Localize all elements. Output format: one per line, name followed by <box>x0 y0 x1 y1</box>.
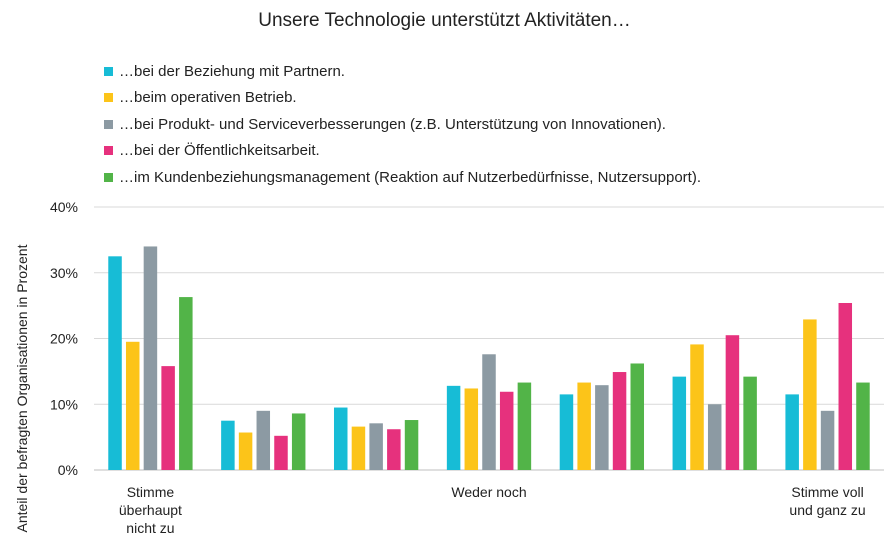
bar <box>351 426 366 470</box>
bar <box>690 344 704 470</box>
legend-item: …beim operativen Betrieb. <box>104 85 701 112</box>
bar <box>785 394 799 470</box>
y-tick-label: 40% <box>50 199 78 215</box>
bar <box>707 404 722 470</box>
bar <box>820 410 835 470</box>
bar <box>161 366 175 470</box>
legend-item: …im Kundenbeziehungsmanagement (Reaktion… <box>104 164 701 191</box>
bar <box>369 423 383 470</box>
legend-item: …bei der Beziehung mit Partnern. <box>104 58 701 85</box>
bar <box>274 435 288 470</box>
bar <box>612 372 627 470</box>
x-tick-label: Weder noch <box>451 484 526 500</box>
bar <box>108 256 122 470</box>
legend-label: …bei der Beziehung mit Partnern. <box>119 62 345 80</box>
y-tick-label: 20% <box>50 331 78 347</box>
y-axis-label: Anteil der befragten Organisationen in P… <box>14 244 30 532</box>
legend-swatch <box>104 93 113 103</box>
bar <box>482 354 496 470</box>
bar <box>499 391 514 470</box>
bar <box>559 394 574 470</box>
bar <box>464 388 479 470</box>
bar <box>179 297 193 470</box>
bar <box>143 246 158 470</box>
bar <box>630 363 645 470</box>
legend-item: …bei der Öffentlichkeitsarbeit. <box>104 138 701 165</box>
bar <box>838 302 853 470</box>
x-tick-label: überhaupt <box>119 502 182 518</box>
bar <box>256 410 271 470</box>
y-tick-label: 10% <box>50 396 78 412</box>
x-tick-label: und ganz zu <box>789 502 865 518</box>
bar <box>803 319 817 470</box>
bar <box>517 382 532 470</box>
legend-label: …bei Produkt- und Serviceverbesserungen … <box>119 115 666 133</box>
bar <box>595 385 609 470</box>
legend-swatch <box>104 119 113 129</box>
legend-item: …bei Produkt- und Serviceverbesserungen … <box>104 111 701 138</box>
bar <box>743 376 757 470</box>
bar <box>404 420 419 470</box>
y-tick-label: 30% <box>50 265 78 281</box>
bar <box>577 382 591 470</box>
bar <box>387 429 401 470</box>
legend-swatch <box>104 146 113 156</box>
x-tick-label: Stimme <box>127 484 175 500</box>
legend-label: …beim operativen Betrieb. <box>119 89 297 107</box>
chart-legend: …bei der Beziehung mit Partnern. …beim op… <box>104 58 701 191</box>
x-tick-label: nicht zu <box>126 520 174 536</box>
legend-swatch <box>104 66 113 76</box>
legend-label: …bei der Öffentlichkeitsarbeit. <box>119 142 320 160</box>
bar <box>333 407 348 470</box>
bar <box>672 376 687 470</box>
bar <box>856 382 870 470</box>
legend-label: …im Kundenbeziehungsmanagement (Reaktion… <box>119 168 701 186</box>
legend-swatch <box>104 172 113 182</box>
bar <box>125 341 140 470</box>
bar <box>291 413 306 470</box>
bar <box>221 420 235 470</box>
chart-title: Unsere Technologie unterstützt Aktivität… <box>258 10 631 31</box>
bar <box>446 385 461 470</box>
bar <box>725 335 740 470</box>
bar <box>238 432 253 470</box>
x-tick-label: Stimme voll <box>791 484 863 500</box>
y-tick-label: 0% <box>58 462 78 478</box>
